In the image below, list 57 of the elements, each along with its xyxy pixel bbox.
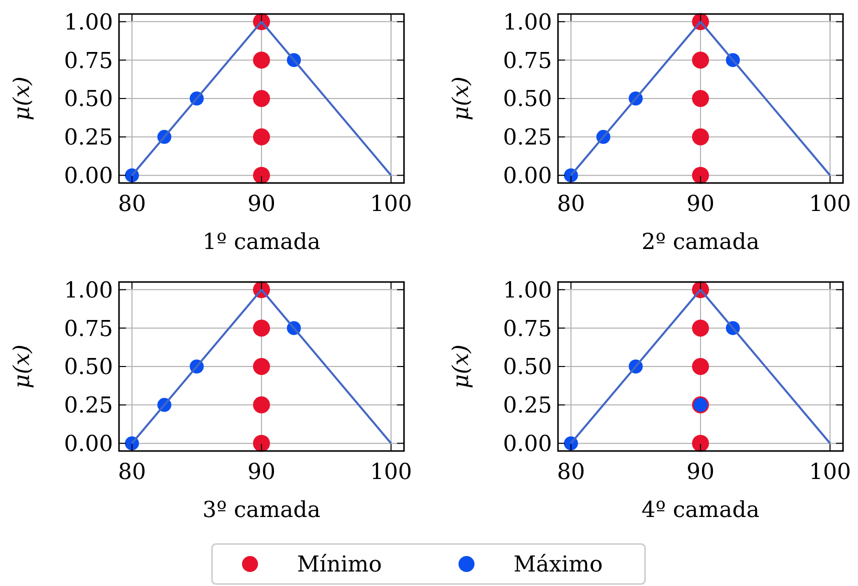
y-tick-label: 0.25	[64, 394, 113, 419]
point	[692, 320, 709, 337]
point	[692, 52, 709, 69]
point	[253, 396, 270, 414]
x-tick-label: 90	[248, 192, 276, 217]
y-tick-label: 0.75	[64, 48, 113, 74]
x-tick-label: 80	[556, 460, 585, 485]
point	[253, 358, 270, 375]
y-axis-title: μ(x)	[10, 76, 35, 120]
x-tick-label: 100	[809, 192, 852, 217]
point	[253, 166, 270, 184]
y-tick-label: 1.00	[64, 278, 113, 304]
y-tick-label: 1.00	[503, 278, 552, 304]
point	[253, 320, 270, 337]
y-tick-label: 0.50	[64, 87, 113, 112]
point	[692, 90, 709, 107]
y-tick-label: 0.25	[503, 394, 552, 419]
y-tick-label: 0.50	[503, 87, 552, 112]
x-tick-label: 80	[118, 192, 146, 217]
y-tick-label: 0.00	[64, 432, 113, 458]
y-tick-label: 0.50	[64, 355, 113, 380]
x-axis-title: 2º camada	[642, 230, 760, 255]
point	[692, 358, 709, 375]
y-tick-label: 0.75	[64, 316, 113, 342]
point	[692, 128, 709, 146]
y-tick-label: 0.00	[503, 432, 552, 458]
x-tick-label: 80	[118, 460, 146, 485]
y-tick-label: 0.25	[503, 126, 552, 151]
y-tick-label: 0.75	[503, 48, 552, 74]
y-tick-label: 0.00	[64, 164, 113, 190]
y-axis-title: μ(x)	[449, 344, 474, 388]
y-tick-label: 0.50	[503, 355, 552, 380]
y-tick-label: 0.00	[503, 164, 552, 190]
x-axis-title: 3º camada	[202, 498, 320, 523]
y-tick-label: 1.00	[64, 10, 113, 36]
y-tick-label: 0.25	[64, 126, 113, 151]
x-axis-title: 4º camada	[642, 498, 760, 523]
point	[253, 52, 270, 69]
x-tick-label: 90	[686, 460, 714, 485]
x-axis-title: 1º camada	[202, 230, 320, 255]
y-tick-label: 0.75	[503, 316, 552, 342]
y-axis-title: μ(x)	[10, 344, 35, 388]
point	[253, 434, 270, 452]
x-tick-label: 100	[809, 460, 852, 485]
x-tick-label: 90	[686, 192, 714, 217]
y-tick-label: 1.00	[503, 10, 552, 36]
legend-label: Mínimo	[297, 552, 382, 578]
x-tick-label: 100	[370, 192, 412, 217]
x-tick-label: 100	[370, 460, 412, 485]
point	[253, 90, 270, 107]
x-tick-label: 80	[556, 192, 585, 217]
x-tick-label: 90	[248, 460, 276, 485]
point	[692, 434, 709, 452]
point	[253, 128, 270, 146]
point	[692, 166, 709, 184]
legend-label: Máximo	[514, 552, 603, 578]
y-axis-title: μ(x)	[449, 76, 474, 120]
